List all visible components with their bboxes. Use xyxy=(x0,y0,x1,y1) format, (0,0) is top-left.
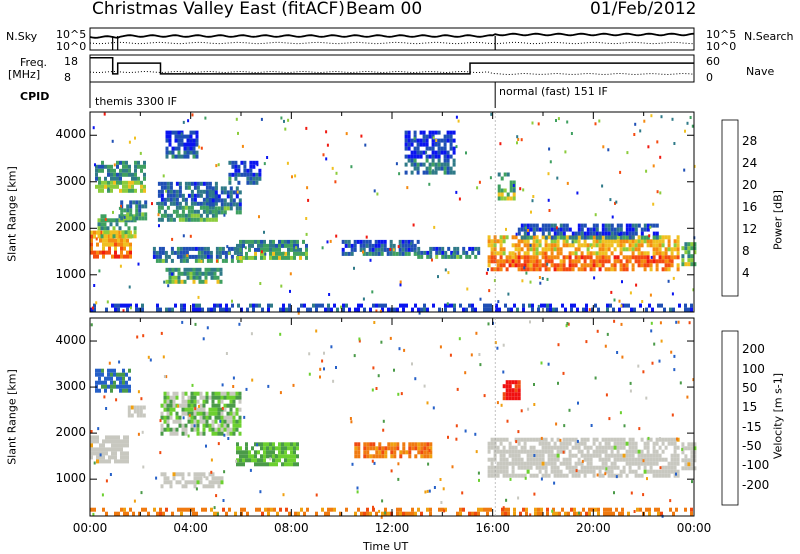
power-region-12 xyxy=(417,246,481,259)
velocity-region-9 xyxy=(681,442,697,471)
velocity-ytick-label-3: 4000 xyxy=(55,333,86,348)
velocity-cbar-tick-0: 200 xyxy=(742,342,765,357)
power-cbar-tick-6: 28 xyxy=(742,134,758,148)
nsearch-tick-bottom: 10^0 xyxy=(706,40,737,53)
velocity-ytick-label-2: 3000 xyxy=(55,379,86,394)
velocity-cbar-tick-7: -200 xyxy=(742,477,770,492)
power-ylabel: Slant Range [km] xyxy=(5,166,19,262)
power-ytick-label-2: 3000 xyxy=(55,173,86,188)
velocity-cbar-tick-1: 100 xyxy=(742,361,765,376)
velocity-cbar-tick-4: -15 xyxy=(742,419,762,434)
power-region-7 xyxy=(152,246,243,263)
cpid-segment-1: themis 3300 IF xyxy=(95,95,178,108)
velocity-region-1 xyxy=(127,405,146,418)
velocity-cbar-tick-6: -100 xyxy=(742,458,770,473)
nsearch-series xyxy=(89,41,694,45)
velocity-region-4 xyxy=(160,391,242,436)
date-label: 01/Feb/2012 xyxy=(590,0,697,19)
freq-label: Freq. xyxy=(20,56,48,69)
power-colorbar-label: Power [dB] xyxy=(771,190,785,250)
velocity-colorbar-label: Velocity [m s-1] xyxy=(771,372,785,460)
cpid-segment-2: normal (fast) 151 IF xyxy=(499,85,608,98)
power-panel xyxy=(89,111,697,315)
velocity-cbar-tick-2: 50 xyxy=(742,381,758,395)
freq-unit: [MHz] xyxy=(8,68,41,81)
axis-layer xyxy=(89,112,695,516)
x-tick-label-1: 04:00 xyxy=(173,521,208,535)
velocity-region-3 xyxy=(160,472,224,489)
velocity-cbar-tick-5: -50 xyxy=(742,439,762,453)
nsky-strip-frame xyxy=(89,27,695,51)
beam-label: Beam 00 xyxy=(346,0,423,19)
velocity-panel xyxy=(89,317,697,519)
power-region-4 xyxy=(165,130,199,159)
x-tick-label-6: 00:00 xyxy=(676,521,712,535)
velocity-ylabel: Slant Range [km] xyxy=(5,369,19,465)
nsky-series xyxy=(89,32,695,39)
power-region-16 xyxy=(517,223,659,240)
power-cbar-tick-0: 4 xyxy=(742,266,750,280)
velocity-ytick-label-1: 2000 xyxy=(55,425,86,440)
velocity-speckle xyxy=(90,319,695,519)
cpid-label: CPID xyxy=(20,90,50,103)
power-region-18 xyxy=(90,303,693,312)
velocity-region-0 xyxy=(90,435,129,464)
nave-tick-bottom: 0 xyxy=(706,71,713,84)
nave-series xyxy=(89,70,695,76)
velocity-region-8 xyxy=(487,437,680,478)
power-cbar-tick-3: 16 xyxy=(742,200,758,214)
nsky-tick-top: 10^5 xyxy=(56,28,87,41)
velocity-colorbar xyxy=(721,330,739,506)
power-speckle xyxy=(91,112,696,315)
velocity-region-6 xyxy=(354,442,433,459)
power-region-6 xyxy=(205,186,242,215)
freq-strip-frame xyxy=(89,54,695,83)
velocity-ytick-label-0: 1000 xyxy=(55,471,86,486)
chart-title: Christmas Valley East (fitACF) xyxy=(92,0,345,19)
velocity-colorbar-frame xyxy=(721,330,739,506)
power-region-17 xyxy=(681,242,697,267)
nsky-label: N.Sky xyxy=(6,30,38,43)
x-tick-label-4: 16:00 xyxy=(475,521,510,535)
power-region-1 xyxy=(97,214,137,239)
power-ytick-label-0: 1000 xyxy=(55,266,86,281)
velocity-region-7 xyxy=(502,380,521,401)
power-ytick-label-3: 4000 xyxy=(55,127,86,142)
power-region-9 xyxy=(236,239,308,260)
freq-tick-bottom: 8 xyxy=(64,71,71,84)
x-tick-label-2: 08:00 xyxy=(274,521,309,535)
x-tick-label-0: 00:00 xyxy=(72,521,108,535)
freq-tick-top: 18 xyxy=(64,55,78,68)
power-cbar-tick-4: 20 xyxy=(742,178,758,192)
power-region-10 xyxy=(228,160,262,185)
power-cbar-tick-2: 12 xyxy=(742,222,758,236)
power-region-3 xyxy=(95,160,146,193)
power-cbar-tick-5: 24 xyxy=(742,156,758,170)
parameter-strips xyxy=(89,27,695,108)
power-colorbar xyxy=(721,119,739,297)
x-axis-label: Time UT xyxy=(363,540,409,553)
freq-series xyxy=(90,56,694,75)
nave-tick-top: 60 xyxy=(706,55,720,68)
velocity-region-5 xyxy=(236,442,299,467)
nave-label: Nave xyxy=(746,65,775,78)
nsearch-tick-top: 10^5 xyxy=(706,28,737,41)
nsky-tick-bottom: 10^0 xyxy=(56,40,87,53)
power-region-2 xyxy=(120,200,148,221)
power-ytick-label-1: 2000 xyxy=(55,220,86,235)
power-colorbar-frame xyxy=(721,119,739,297)
power-cbar-tick-1: 8 xyxy=(742,244,750,258)
velocity-region-2 xyxy=(95,368,131,393)
x-tick-label-3: 12:00 xyxy=(374,521,410,535)
nsearch-label: N.Search xyxy=(744,30,794,43)
x-tick-label-5: 20:00 xyxy=(576,521,611,535)
velocity-cbar-tick-3: 15 xyxy=(742,400,758,415)
